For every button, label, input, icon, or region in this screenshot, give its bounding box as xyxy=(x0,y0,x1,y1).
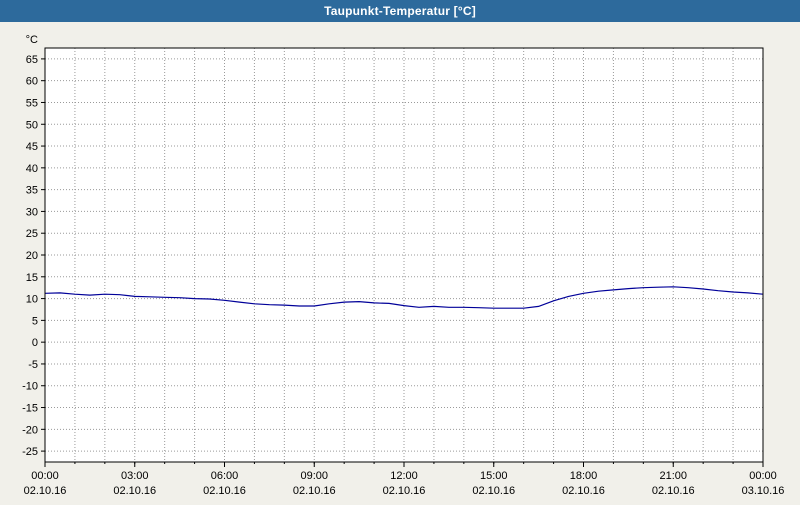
gridlines xyxy=(45,48,763,462)
x-tick-time-label: 12:00 xyxy=(390,470,418,482)
x-tick-time-label: 00:00 xyxy=(31,470,59,482)
y-axis-labels: -25 -20 -15 -10 -5 0 5 10 15 20 25 30 35 40 45 50 55 60 65 xyxy=(22,54,38,458)
svg-text:-5: -5 xyxy=(28,359,38,371)
svg-text:50: 50 xyxy=(26,119,38,131)
series-line-dewpoint xyxy=(44,286,764,309)
svg-text:15: 15 xyxy=(26,272,38,284)
svg-text:60: 60 xyxy=(26,76,38,88)
x-tick-date-label: 02.10.16 xyxy=(293,485,336,497)
svg-text:40: 40 xyxy=(26,163,38,175)
x-tick-time-label: 06:00 xyxy=(211,470,239,482)
window-titlebar: Taupunkt-Temperatur [°C] xyxy=(0,0,800,22)
x-tick-date-label: 02.10.16 xyxy=(113,485,156,497)
svg-text:55: 55 xyxy=(26,97,38,109)
x-tick-date-label: 02.10.16 xyxy=(562,485,605,497)
svg-text:-10: -10 xyxy=(22,381,38,393)
svg-text:-15: -15 xyxy=(22,403,38,415)
x-tick-date-label: 02.10.16 xyxy=(203,485,246,497)
chart-area: -25 -20 -15 -10 -5 0 5 10 15 20 25 30 35 40 45 50 55 60 65… xyxy=(0,22,800,500)
svg-text:0: 0 xyxy=(32,337,38,349)
x-tick-date-label: 03.10.16 xyxy=(742,485,785,497)
svg-text:35: 35 xyxy=(26,185,38,197)
chart-title: Taupunkt-Temperatur [°C] xyxy=(324,4,476,18)
svg-text:25: 25 xyxy=(26,228,38,240)
x-tick-time-label: 03:00 xyxy=(121,470,149,482)
svg-text:5: 5 xyxy=(32,315,38,327)
x-axis-labels: 00:00 02.10.16 03:00 02.10.16 06:00 02.10.16 0… xyxy=(24,470,785,497)
svg-text:-25: -25 xyxy=(22,446,38,458)
dewpoint-temperature-chart: -25 -20 -15 -10 -5 0 5 10 15 20 25 30 35 40 45 50 55 60 65… xyxy=(22,34,785,497)
axis-ticks xyxy=(41,58,764,467)
svg-text:65: 65 xyxy=(26,54,38,66)
svg-text:30: 30 xyxy=(26,206,38,218)
x-tick-date-label: 02.10.16 xyxy=(652,485,695,497)
x-tick-time-label: 21:00 xyxy=(659,470,687,482)
svg-text:45: 45 xyxy=(26,141,38,153)
x-tick-date-label: 02.10.16 xyxy=(24,485,67,497)
x-tick-date-label: 02.10.16 xyxy=(472,485,515,497)
x-tick-time-label: 18:00 xyxy=(570,470,598,482)
svg-text:20: 20 xyxy=(26,250,38,262)
svg-text:10: 10 xyxy=(26,294,38,306)
x-tick-date-label: 02.10.16 xyxy=(383,485,426,497)
svg-text:-20: -20 xyxy=(22,424,38,436)
x-tick-time-label: 09:00 xyxy=(300,470,328,482)
y-axis-unit-label: °C xyxy=(26,34,38,46)
x-tick-time-label: 15:00 xyxy=(480,470,508,482)
x-tick-time-label: 00:00 xyxy=(749,470,777,482)
